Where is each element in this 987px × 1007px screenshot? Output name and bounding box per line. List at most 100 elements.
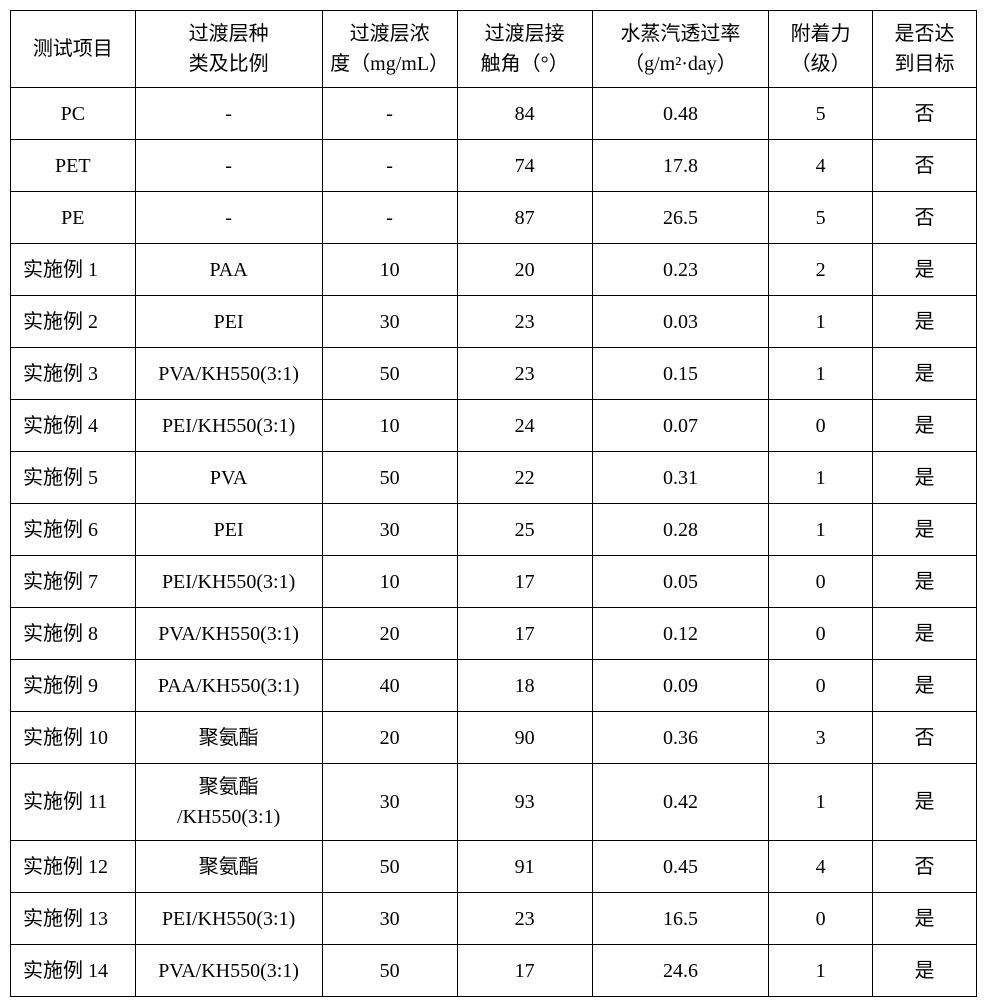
table-body: PC--840.485否PET--7417.84否PE--8726.55否实施例… bbox=[11, 88, 977, 997]
cell-adhesion: 4 bbox=[769, 841, 873, 893]
cell-test-item: 实施例 9 bbox=[11, 660, 136, 712]
cell-contact-angle: 91 bbox=[457, 841, 592, 893]
table-row: 实施例 13PEI/KH550(3:1)302316.50是 bbox=[11, 893, 977, 945]
cell-target: 是 bbox=[873, 764, 977, 841]
cell-vapor-rate: 0.07 bbox=[592, 400, 769, 452]
cell-vapor-rate: 26.5 bbox=[592, 192, 769, 244]
cell-target: 是 bbox=[873, 348, 977, 400]
cell-vapor-rate: 0.28 bbox=[592, 504, 769, 556]
cell-test-item: 实施例 13 bbox=[11, 893, 136, 945]
cell-contact-angle: 17 bbox=[457, 945, 592, 997]
cell-vapor-rate: 0.45 bbox=[592, 841, 769, 893]
cell-test-item: PE bbox=[11, 192, 136, 244]
cell-transition-type: PAA/KH550(3:1) bbox=[135, 660, 322, 712]
cell-transition-type: - bbox=[135, 140, 322, 192]
cell-target: 是 bbox=[873, 945, 977, 997]
cell-contact-angle: 24 bbox=[457, 400, 592, 452]
cell-transition-type: 聚氨酯 bbox=[135, 712, 322, 764]
cell-vapor-rate: 16.5 bbox=[592, 893, 769, 945]
cell-target: 是 bbox=[873, 452, 977, 504]
cell-target: 是 bbox=[873, 660, 977, 712]
header-adhesion: 附着力（级） bbox=[769, 11, 873, 88]
cell-transition-type: - bbox=[135, 192, 322, 244]
cell-transition-type: - bbox=[135, 88, 322, 140]
cell-vapor-rate: 0.15 bbox=[592, 348, 769, 400]
table-row: 实施例 7PEI/KH550(3:1)10170.050是 bbox=[11, 556, 977, 608]
cell-target: 否 bbox=[873, 140, 977, 192]
cell-transition-type: PEI bbox=[135, 504, 322, 556]
cell-target: 是 bbox=[873, 893, 977, 945]
cell-adhesion: 4 bbox=[769, 140, 873, 192]
cell-adhesion: 3 bbox=[769, 712, 873, 764]
cell-contact-angle: 20 bbox=[457, 244, 592, 296]
cell-concentration: 50 bbox=[322, 348, 457, 400]
cell-transition-type: PEI/KH550(3:1) bbox=[135, 556, 322, 608]
cell-concentration: 30 bbox=[322, 296, 457, 348]
cell-adhesion: 5 bbox=[769, 192, 873, 244]
cell-vapor-rate: 17.8 bbox=[592, 140, 769, 192]
cell-concentration: 30 bbox=[322, 893, 457, 945]
cell-test-item: PC bbox=[11, 88, 136, 140]
cell-adhesion: 0 bbox=[769, 400, 873, 452]
table-row: 实施例 8PVA/KH550(3:1)20170.120是 bbox=[11, 608, 977, 660]
cell-concentration: - bbox=[322, 88, 457, 140]
cell-transition-type: 聚氨酯 bbox=[135, 841, 322, 893]
table-row: PE--8726.55否 bbox=[11, 192, 977, 244]
cell-test-item: 实施例 7 bbox=[11, 556, 136, 608]
cell-contact-angle: 18 bbox=[457, 660, 592, 712]
cell-concentration: 30 bbox=[322, 764, 457, 841]
table-row: 实施例 4PEI/KH550(3:1)10240.070是 bbox=[11, 400, 977, 452]
cell-transition-type: PEI/KH550(3:1) bbox=[135, 400, 322, 452]
cell-concentration: 20 bbox=[322, 608, 457, 660]
cell-contact-angle: 23 bbox=[457, 348, 592, 400]
cell-transition-type: PEI/KH550(3:1) bbox=[135, 893, 322, 945]
cell-contact-angle: 84 bbox=[457, 88, 592, 140]
cell-adhesion: 0 bbox=[769, 556, 873, 608]
cell-adhesion: 1 bbox=[769, 764, 873, 841]
cell-concentration: - bbox=[322, 192, 457, 244]
cell-vapor-rate: 0.36 bbox=[592, 712, 769, 764]
cell-vapor-rate: 24.6 bbox=[592, 945, 769, 997]
cell-concentration: 50 bbox=[322, 945, 457, 997]
cell-concentration: 30 bbox=[322, 504, 457, 556]
cell-transition-type: PVA/KH550(3:1) bbox=[135, 945, 322, 997]
cell-test-item: 实施例 11 bbox=[11, 764, 136, 841]
header-target: 是否达到目标 bbox=[873, 11, 977, 88]
cell-test-item: 实施例 3 bbox=[11, 348, 136, 400]
cell-contact-angle: 23 bbox=[457, 893, 592, 945]
cell-adhesion: 1 bbox=[769, 296, 873, 348]
cell-transition-type: PVA bbox=[135, 452, 322, 504]
cell-concentration: - bbox=[322, 140, 457, 192]
table-row: 实施例 5PVA50220.311是 bbox=[11, 452, 977, 504]
data-table: 测试项目 过渡层种类及比例 过渡层浓度（mg/mL） 过渡层接触角（°） 水蒸汽… bbox=[10, 10, 977, 997]
cell-test-item: 实施例 5 bbox=[11, 452, 136, 504]
cell-test-item: 实施例 14 bbox=[11, 945, 136, 997]
cell-adhesion: 1 bbox=[769, 504, 873, 556]
cell-target: 是 bbox=[873, 400, 977, 452]
cell-vapor-rate: 0.31 bbox=[592, 452, 769, 504]
cell-target: 否 bbox=[873, 192, 977, 244]
cell-concentration: 50 bbox=[322, 841, 457, 893]
cell-adhesion: 0 bbox=[769, 893, 873, 945]
cell-concentration: 10 bbox=[322, 400, 457, 452]
cell-contact-angle: 93 bbox=[457, 764, 592, 841]
cell-target: 是 bbox=[873, 504, 977, 556]
table-row: 实施例 2PEI30230.031是 bbox=[11, 296, 977, 348]
cell-adhesion: 5 bbox=[769, 88, 873, 140]
header-test-item: 测试项目 bbox=[11, 11, 136, 88]
cell-target: 否 bbox=[873, 841, 977, 893]
cell-target: 是 bbox=[873, 244, 977, 296]
table-header: 测试项目 过渡层种类及比例 过渡层浓度（mg/mL） 过渡层接触角（°） 水蒸汽… bbox=[11, 11, 977, 88]
cell-test-item: 实施例 2 bbox=[11, 296, 136, 348]
cell-vapor-rate: 0.09 bbox=[592, 660, 769, 712]
cell-adhesion: 1 bbox=[769, 348, 873, 400]
header-vapor-rate: 水蒸汽透过率（g/m²·day） bbox=[592, 11, 769, 88]
cell-contact-angle: 17 bbox=[457, 556, 592, 608]
cell-vapor-rate: 0.23 bbox=[592, 244, 769, 296]
cell-contact-angle: 25 bbox=[457, 504, 592, 556]
table-row: 实施例 9PAA/KH550(3:1)40180.090是 bbox=[11, 660, 977, 712]
cell-test-item: 实施例 4 bbox=[11, 400, 136, 452]
cell-transition-type: PVA/KH550(3:1) bbox=[135, 608, 322, 660]
table-row: 实施例 6PEI30250.281是 bbox=[11, 504, 977, 556]
cell-concentration: 10 bbox=[322, 244, 457, 296]
